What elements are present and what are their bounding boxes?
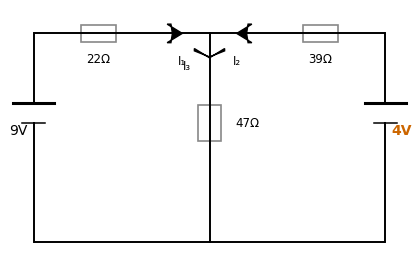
Text: 47Ω: 47Ω	[235, 117, 260, 130]
Text: I₂: I₂	[233, 55, 241, 68]
Text: 22Ω: 22Ω	[86, 53, 111, 66]
Bar	[303, 25, 339, 42]
Bar	[198, 105, 221, 141]
Polygon shape	[194, 49, 225, 58]
Text: 9V: 9V	[9, 124, 27, 138]
Polygon shape	[167, 24, 182, 43]
Text: I₃: I₃	[182, 60, 191, 74]
Text: 4V: 4V	[392, 124, 412, 138]
Text: 39Ω: 39Ω	[308, 53, 333, 66]
Bar	[80, 25, 116, 42]
Text: I₁: I₁	[178, 55, 186, 68]
Polygon shape	[237, 24, 252, 43]
